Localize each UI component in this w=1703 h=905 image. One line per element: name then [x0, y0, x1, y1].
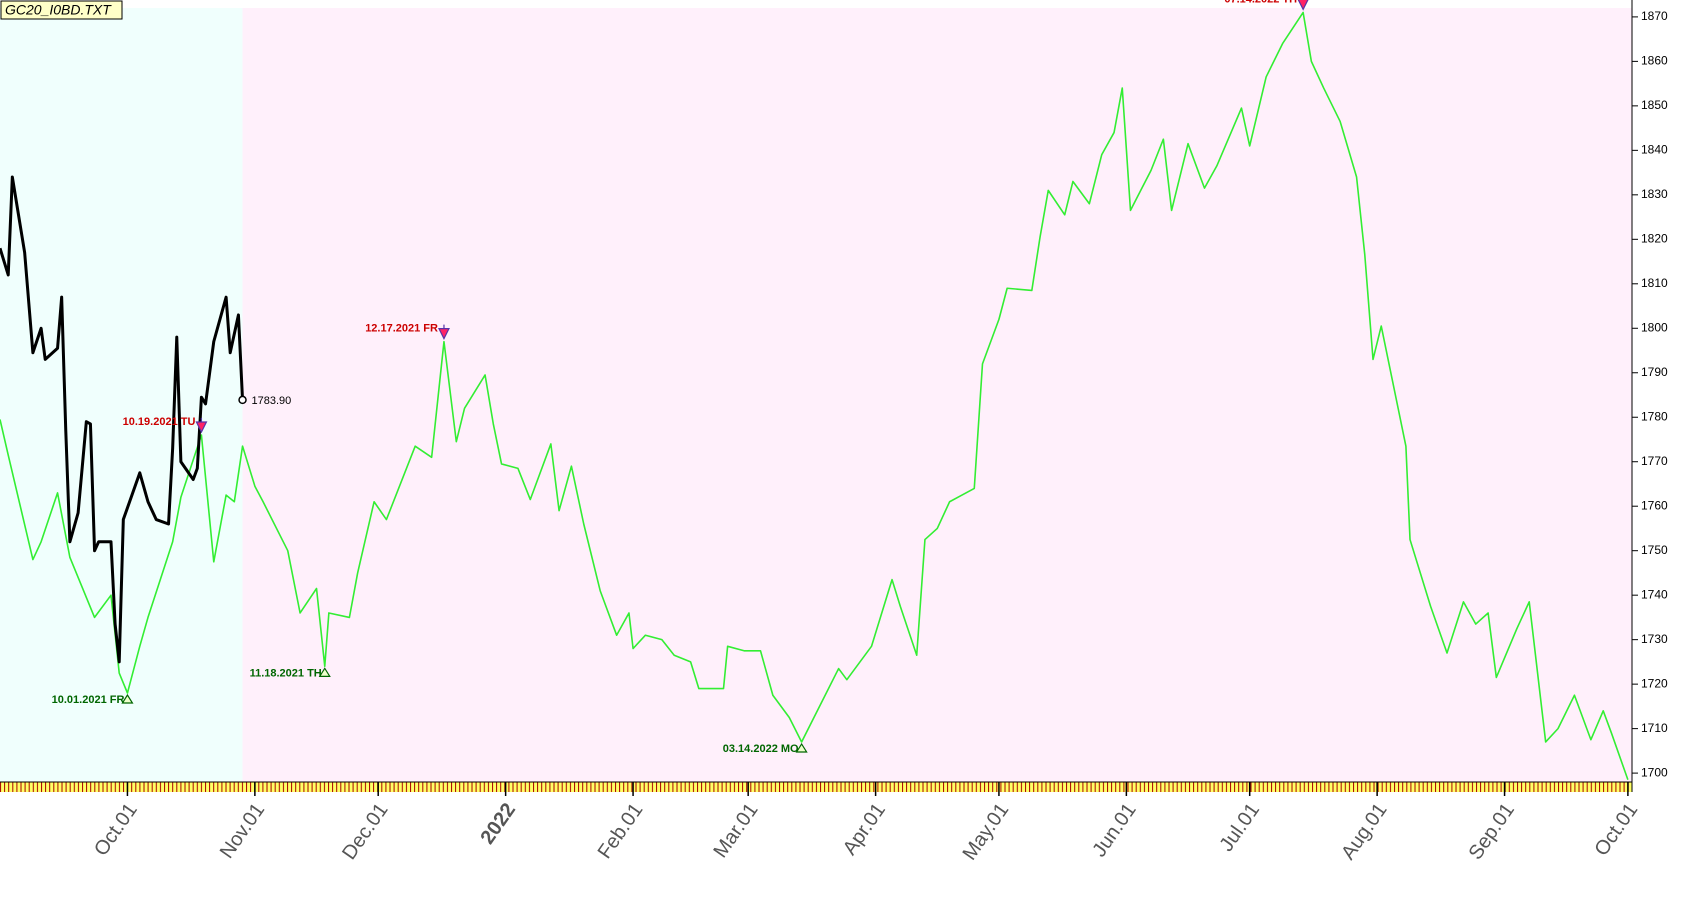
y-tick-label: 1820 [1641, 231, 1668, 245]
y-tick-label: 1810 [1641, 276, 1668, 290]
low-marker [795, 742, 808, 753]
x-tick-label: Jul.01 [1215, 799, 1264, 855]
low-marker [318, 667, 331, 677]
y-tick-label: 1770 [1641, 454, 1668, 468]
x-tick-label: Nov.01 [216, 799, 270, 862]
y-tick-label: 1850 [1641, 98, 1668, 112]
y-tick-label: 1870 [1641, 9, 1668, 23]
minor-tick-strip [0, 782, 1632, 792]
x-tick-label: Jun.01 [1088, 799, 1140, 861]
low-label: 11.18.2021 TH [250, 667, 322, 679]
x-tick-label: Aug.01 [1337, 799, 1391, 864]
high-marker [437, 328, 450, 340]
x-tick-label: Feb.01 [594, 799, 648, 863]
high-label: 10.19.2021 TU [123, 416, 196, 428]
low-marker [121, 693, 134, 704]
y-tick-label: 1780 [1641, 409, 1668, 423]
y-tick-label: 1790 [1641, 365, 1668, 379]
x-tick-label: Oct.01 [1590, 799, 1642, 860]
low-label: 03.14.2022 MO [723, 743, 799, 755]
y-tick-label: 1750 [1641, 543, 1668, 557]
y-tick-label: 1760 [1641, 498, 1668, 512]
low-label: 10.01.2021 FR [52, 694, 125, 706]
y-tick-label: 1840 [1641, 143, 1668, 157]
y-tick-label: 1700 [1641, 765, 1668, 779]
x-tick-label: May.01 [959, 799, 1014, 864]
y-tick-label: 1720 [1641, 676, 1668, 690]
background-regions [0, 8, 1632, 782]
last-price-marker [238, 395, 247, 405]
background-region [242, 8, 1632, 782]
x-tick-label: Oct.01 [90, 799, 142, 860]
y-tick-label: 1860 [1641, 54, 1668, 68]
title-box [0, 0, 123, 20]
y-tick-label: 1740 [1641, 587, 1668, 601]
y-tick-label: 1830 [1641, 187, 1668, 201]
chart-title: GC20_I0BD.TXT [5, 2, 112, 18]
price-line [0, 175, 245, 664]
high-label: 07.14.2022 TH [1224, 0, 1297, 5]
x-tick-label: Apr.01 [839, 799, 890, 859]
price-line [0, 11, 1629, 781]
last-price-label: 1783.90 [252, 395, 292, 407]
x-tick-label: Mar.01 [709, 799, 762, 862]
x-tick-label: 2022 [477, 799, 521, 848]
y-tick-label: 1710 [1641, 721, 1668, 735]
high-marker [1297, 0, 1309, 11]
high-label: 12.17.2021 FR [365, 323, 438, 335]
y-tick-label: 1730 [1641, 632, 1668, 646]
x-tick-label: Dec.01 [338, 799, 392, 864]
y-tick-label: 1800 [1641, 320, 1668, 334]
x-tick-label: Sep.01 [1465, 799, 1519, 864]
plot: 10.01.2021 FR 10.19.2021 TU 11.18.2021 TH 1… [0, 0, 1629, 781]
background-region [0, 8, 243, 782]
